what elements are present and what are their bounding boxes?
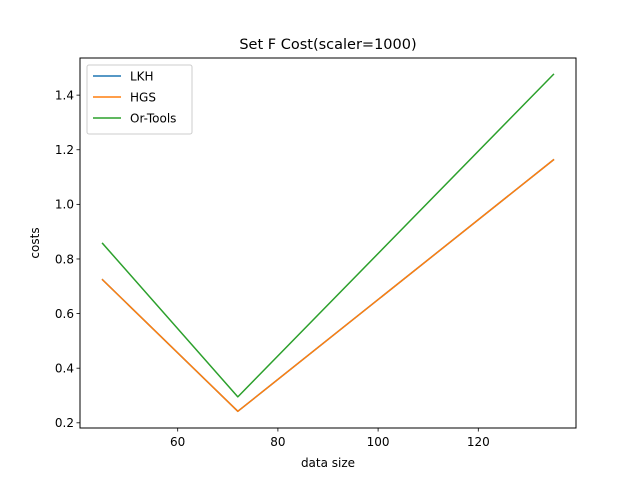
legend-entry-label: HGS xyxy=(130,90,156,104)
x-tick-label: 100 xyxy=(367,435,390,449)
x-tick-label: 80 xyxy=(270,435,285,449)
series-line-or-tools xyxy=(101,73,555,398)
legend-entry-label: Or-Tools xyxy=(130,111,176,125)
x-axis-label: data size xyxy=(301,456,355,470)
legend-entry-label: LKH xyxy=(130,69,154,83)
y-axis-label: costs xyxy=(28,227,42,258)
x-tick-label: 120 xyxy=(467,435,490,449)
y-tick-label: 1.4 xyxy=(55,88,74,102)
plot-frame xyxy=(79,57,577,429)
x-tick-label: 60 xyxy=(170,435,185,449)
legend-box xyxy=(86,64,193,135)
y-tick-label: 0.8 xyxy=(55,252,74,266)
plot-lines xyxy=(101,73,555,413)
y-tick-label: 1.0 xyxy=(55,198,74,212)
x-axis-ticks: 60 80 100 120 xyxy=(170,428,490,449)
y-tick-label: 0.4 xyxy=(55,361,74,375)
y-tick-label: 0.6 xyxy=(55,307,74,321)
legend: LKH HGS Or-Tools xyxy=(86,64,193,135)
chart-title: Set F Cost(scaler=1000) xyxy=(239,37,416,53)
y-tick-label: 0.2 xyxy=(55,416,74,430)
y-axis-ticks: 0.2 0.4 0.6 0.8 1.0 1.2 1.4 xyxy=(55,88,80,430)
y-tick-label: 1.2 xyxy=(55,143,74,157)
series-line-hgs xyxy=(101,158,555,413)
